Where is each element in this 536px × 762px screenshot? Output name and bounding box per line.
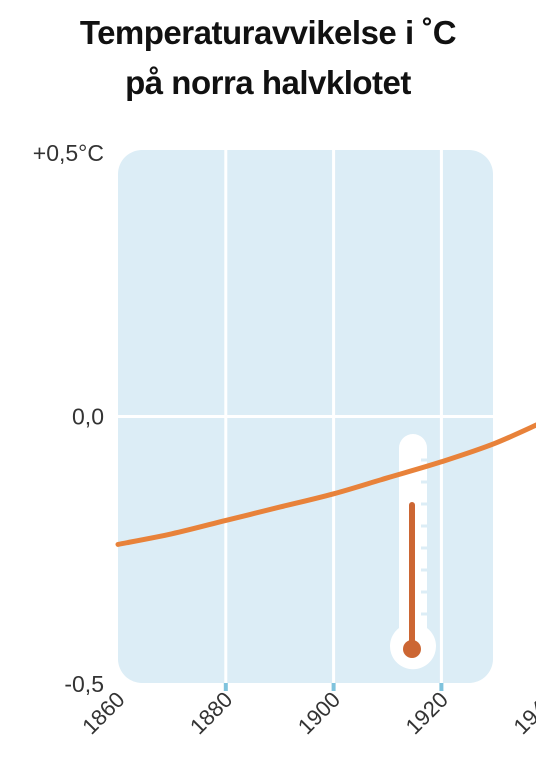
thermometer-bulb xyxy=(403,640,421,658)
y-tick-label: +0,5°C xyxy=(33,140,104,166)
thermometer-icon xyxy=(389,434,436,670)
chart-title: Temperaturavvikelse i ˚C på norra halvkl… xyxy=(0,8,536,108)
x-tick-label: 1940 xyxy=(508,687,536,739)
y-tick-label: -0,5 xyxy=(64,671,104,697)
x-tick-label: 1900 xyxy=(293,687,345,739)
x-tick-label: 1880 xyxy=(185,687,237,739)
y-tick-label: 0,0 xyxy=(72,404,104,430)
x-tick-label: 1920 xyxy=(401,687,453,739)
chart-title-line-2: på norra halvklotet xyxy=(125,64,411,101)
series-line-0 xyxy=(115,422,536,547)
chart-title-line-1: Temperaturavvikelse i ˚C xyxy=(79,14,457,51)
